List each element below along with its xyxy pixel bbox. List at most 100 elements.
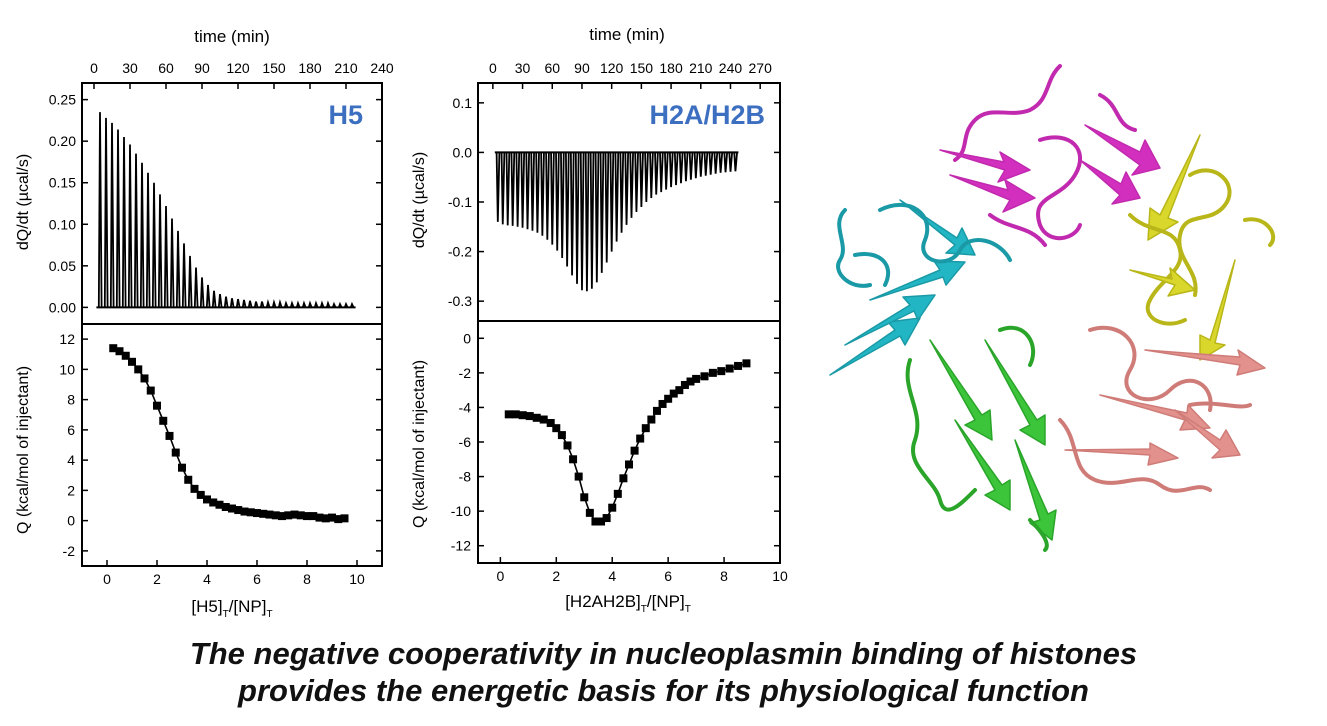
h2-iso-ytick-label: -8 bbox=[459, 469, 472, 485]
h2-thermo-peak bbox=[535, 152, 540, 233]
h5-thermogram-ylabel: dQ/dt (µcal/s) bbox=[15, 154, 32, 250]
h2-thermo-peak bbox=[688, 152, 694, 180]
h2-thermo-peak bbox=[599, 152, 605, 273]
h5-thermo-peak bbox=[151, 182, 157, 308]
h5-thermo-peak bbox=[127, 144, 133, 308]
h5-iso-point bbox=[153, 401, 161, 410]
h2-thermo-peak bbox=[604, 152, 610, 263]
h5-thermo-peak bbox=[139, 162, 145, 308]
h5-thermo-peak bbox=[121, 137, 127, 308]
h2-iso-point bbox=[725, 364, 734, 373]
h5-thermo-ytick-label: 0.05 bbox=[49, 258, 76, 274]
h2-iso-point bbox=[619, 474, 628, 483]
h2-thermo-peak bbox=[594, 152, 600, 283]
h5-iso-ytick-label: 2 bbox=[67, 482, 75, 498]
h5-thermo-peak bbox=[289, 300, 295, 308]
h2-thermo-peak bbox=[565, 152, 570, 267]
h5-time-tick-label: 180 bbox=[298, 60, 322, 76]
h2-thermo-peak bbox=[678, 152, 684, 184]
h5-thermo-peak bbox=[331, 301, 337, 308]
h2-thermo-peak bbox=[659, 152, 664, 193]
h5-iso-point bbox=[271, 511, 280, 520]
h5-thermo-peak bbox=[199, 277, 205, 308]
h2-thermo-peak bbox=[515, 152, 521, 227]
h2ah2b-isotherm-series bbox=[504, 359, 751, 526]
h2-thermo-peak bbox=[639, 152, 644, 207]
h5-thermo-peak bbox=[259, 301, 265, 308]
h5-thermo-peak bbox=[253, 301, 259, 308]
h5-thermo-ytick-label: 0.20 bbox=[49, 133, 76, 149]
h5-thermo-ytick-label: 0.10 bbox=[49, 216, 76, 232]
h5-iso-point bbox=[146, 386, 155, 395]
h5-iso-point bbox=[171, 448, 180, 457]
h5-isotherm-series bbox=[109, 344, 349, 524]
h2-iso-point bbox=[686, 377, 695, 386]
h2-time-tick-label: 0 bbox=[489, 60, 497, 76]
h2-thermo-peak bbox=[550, 152, 555, 245]
h5-thermo-peak bbox=[169, 218, 175, 308]
h5-iso-point bbox=[284, 511, 293, 520]
h2-thermo-ytick-label: -0.3 bbox=[448, 293, 472, 309]
h5-iso-point bbox=[128, 357, 136, 366]
h2-iso-point bbox=[680, 380, 689, 389]
h5-iso-ytick-label: 6 bbox=[67, 422, 75, 438]
h5-iso-point bbox=[134, 365, 143, 374]
h5-iso-point bbox=[203, 495, 211, 504]
h2-iso-ytick-label: -12 bbox=[451, 538, 471, 554]
h2-thermo-peak bbox=[708, 152, 714, 175]
h2-thermo-peak bbox=[560, 152, 565, 259]
h5-iso-point bbox=[109, 344, 118, 353]
h5-thermo-ytick-label: 0.00 bbox=[49, 299, 76, 315]
h5-time-tick-label: 60 bbox=[158, 60, 174, 76]
h2-thermo-peak bbox=[703, 152, 709, 176]
h2ah2b-thermogram-series bbox=[494, 151, 739, 292]
caption-line-1: The negative cooperativity in nucleoplas… bbox=[189, 636, 1138, 671]
h5-thermo-peak bbox=[319, 300, 325, 308]
h2-iso-point bbox=[708, 368, 717, 377]
h2-iso-point bbox=[641, 424, 650, 433]
h5-thermo-peak bbox=[187, 255, 193, 308]
h2-iso-point bbox=[675, 386, 684, 395]
h5-thermo-peak bbox=[235, 298, 241, 308]
h2-thermo-peak bbox=[624, 152, 630, 225]
h5-iso-point bbox=[240, 507, 249, 516]
h2-iso-point bbox=[504, 410, 513, 419]
h5-thermo-ytick-label: 0.15 bbox=[49, 175, 76, 191]
h2-thermo-ytick-label: 0.1 bbox=[453, 95, 473, 111]
h5-iso-point bbox=[165, 431, 174, 440]
h5-iso-ytick-label: 4 bbox=[67, 452, 75, 468]
h2-thermo-peak bbox=[495, 152, 501, 222]
h5-thermo-peak bbox=[313, 300, 319, 308]
h2-thermo-peak bbox=[619, 152, 625, 233]
h2ah2b-thermogram-yticks: -0.3 -0.2 -0.1 0.0 0.1 bbox=[448, 95, 780, 309]
h2-time-tick-label: 180 bbox=[659, 60, 683, 76]
h5-iso-ytick-label: 12 bbox=[59, 331, 75, 347]
h2-thermo-ytick-label: 0.0 bbox=[453, 144, 473, 160]
h5-iso-xtick-label: 8 bbox=[303, 571, 311, 587]
h2-iso-point bbox=[647, 415, 656, 424]
h5-isotherm-ylabel: Q (kcal/mol of injectant) bbox=[15, 366, 32, 534]
h2-thermo-peak bbox=[649, 152, 654, 199]
h2-iso-ytick-label: -4 bbox=[459, 399, 472, 415]
h5-iso-point bbox=[296, 511, 305, 520]
h2-time-tick-label: 120 bbox=[600, 60, 624, 76]
h2-iso-xtick-label: 4 bbox=[608, 568, 616, 584]
h5-thermo-peak bbox=[115, 129, 121, 308]
h2ah2b-time-tick-labels: 0 30 60 90 120 150 180 210 240 270 bbox=[489, 60, 772, 89]
h2-thermo-peak bbox=[609, 152, 615, 252]
h5-thermo-peak bbox=[103, 117, 109, 308]
h2-iso-point bbox=[539, 415, 548, 424]
h5-thermo-peak bbox=[277, 299, 283, 308]
h5-thermo-peak bbox=[163, 205, 169, 308]
h5-iso-point bbox=[334, 515, 343, 524]
h5-iso-point bbox=[315, 513, 324, 522]
h5-thermo-peak bbox=[145, 172, 151, 308]
h5-thermo-peak bbox=[97, 112, 103, 308]
h2-thermo-peak bbox=[683, 152, 689, 182]
h2-time-tick-label: 150 bbox=[630, 60, 654, 76]
h5-thermo-peak bbox=[265, 299, 271, 308]
subunit-salmon bbox=[1058, 325, 1266, 493]
h2-thermo-peak bbox=[579, 152, 585, 291]
h2ah2b-time-axis-title: time (min) bbox=[589, 25, 665, 44]
